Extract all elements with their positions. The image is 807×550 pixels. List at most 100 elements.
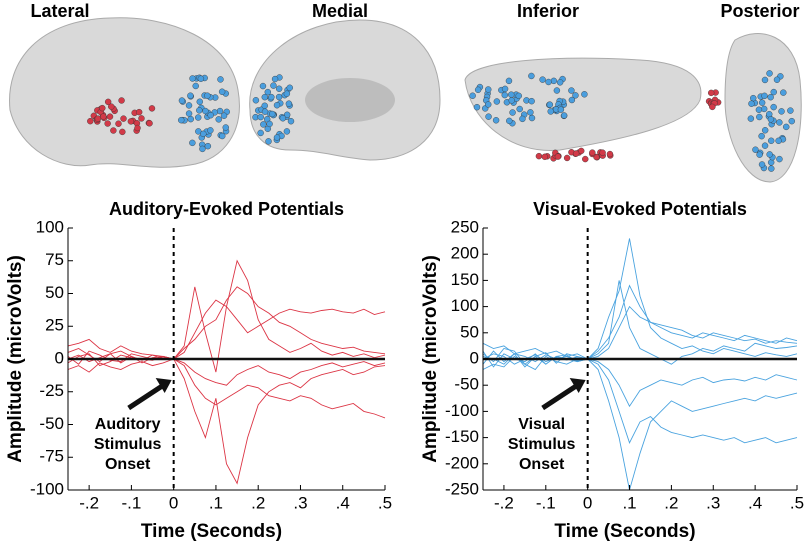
annotation: Auditory [95, 416, 161, 433]
electrode [204, 92, 211, 99]
electrode [275, 93, 283, 101]
chart-title: Visual-Evoked Potentials [533, 199, 747, 219]
electrode [265, 138, 272, 145]
x-tick-label: -.2 [494, 493, 514, 512]
electrode [217, 76, 224, 83]
electrode [257, 113, 264, 121]
electrode [547, 108, 554, 115]
y-tick-label: 50 [460, 322, 479, 341]
electrode [501, 91, 508, 99]
electrode [104, 120, 111, 127]
electrode [553, 87, 561, 94]
trace [482, 355, 798, 491]
electrode [252, 97, 260, 104]
electrode [528, 72, 535, 80]
trace [482, 353, 798, 408]
x-tick-label: 0 [169, 493, 178, 512]
electrode [752, 146, 759, 153]
electrode [197, 75, 205, 82]
electrode [766, 151, 773, 158]
electrode [758, 132, 765, 140]
x-tick-label: .3 [706, 493, 720, 512]
electrode [269, 110, 276, 118]
electrode [761, 92, 768, 100]
electrode [268, 93, 275, 101]
electrode [286, 84, 293, 91]
arrow-shaft [127, 382, 166, 411]
electrode [568, 87, 575, 94]
y-tick-label: 0 [470, 348, 479, 367]
trace [67, 353, 386, 419]
x-tick-label: .5 [378, 493, 392, 512]
x-tick-label: .3 [293, 493, 307, 512]
electrode [207, 112, 214, 119]
annotation: Onset [519, 456, 565, 473]
electrode [485, 101, 492, 108]
y-tick-label: 150 [451, 270, 479, 289]
electrode [572, 150, 580, 157]
electrode [273, 102, 281, 109]
y-tick-label: 100 [451, 296, 479, 315]
trace [482, 238, 798, 365]
electrode [178, 97, 186, 104]
y-tick-label: -25 [39, 381, 64, 400]
x-tick-label: .2 [251, 493, 265, 512]
electrode [283, 128, 291, 135]
electrode [135, 108, 143, 116]
y-tick-label: 250 [451, 217, 479, 236]
electrode [770, 88, 777, 96]
electrode [259, 82, 267, 90]
electrode [106, 113, 114, 120]
y-tick-label: 100 [36, 217, 64, 236]
electrode [189, 75, 196, 82]
electrode [185, 110, 193, 117]
electrode [775, 137, 782, 144]
electrode [485, 86, 492, 93]
trace [67, 353, 386, 386]
electrode [493, 98, 501, 105]
electrode [283, 90, 291, 97]
electrode [539, 76, 546, 83]
electrode [138, 115, 145, 122]
view-label: Medial [312, 1, 368, 21]
y-tick-label: -250 [445, 479, 479, 498]
electrode [196, 98, 203, 105]
electrode [104, 98, 112, 106]
trace [67, 358, 386, 485]
x-tick-label: -.1 [121, 493, 141, 512]
electrode [204, 142, 212, 150]
y-tick-label: -50 [39, 414, 64, 433]
electrode [550, 77, 557, 85]
x-tick-label: -.2 [79, 493, 99, 512]
electrode [508, 97, 515, 104]
electrode [756, 151, 763, 158]
electrode [260, 121, 267, 128]
electrode [207, 127, 214, 134]
electrode [100, 113, 107, 120]
y-tick-label: -100 [445, 401, 479, 420]
trace [482, 284, 798, 360]
y-axis-title: Amplitude (microVolts) [5, 255, 26, 463]
x-tick-label: 0 [583, 493, 592, 512]
electrode [148, 105, 156, 112]
electrode [748, 100, 755, 107]
electrode [108, 103, 115, 110]
x-axis-title: Time (Seconds) [554, 521, 695, 542]
electrode [556, 79, 564, 86]
electrode [599, 149, 606, 156]
y-tick-label: -75 [39, 447, 64, 466]
trace [67, 286, 386, 365]
electrode [589, 149, 596, 156]
electrode [87, 117, 94, 125]
electrode [485, 113, 492, 120]
electrode [768, 165, 775, 172]
electrode [492, 117, 500, 124]
electrode [127, 118, 135, 125]
arrow-head [569, 378, 586, 393]
trace [67, 299, 386, 360]
brain-ventricle [305, 78, 395, 122]
electrode [200, 130, 207, 138]
y-tick-label: -150 [445, 427, 479, 446]
